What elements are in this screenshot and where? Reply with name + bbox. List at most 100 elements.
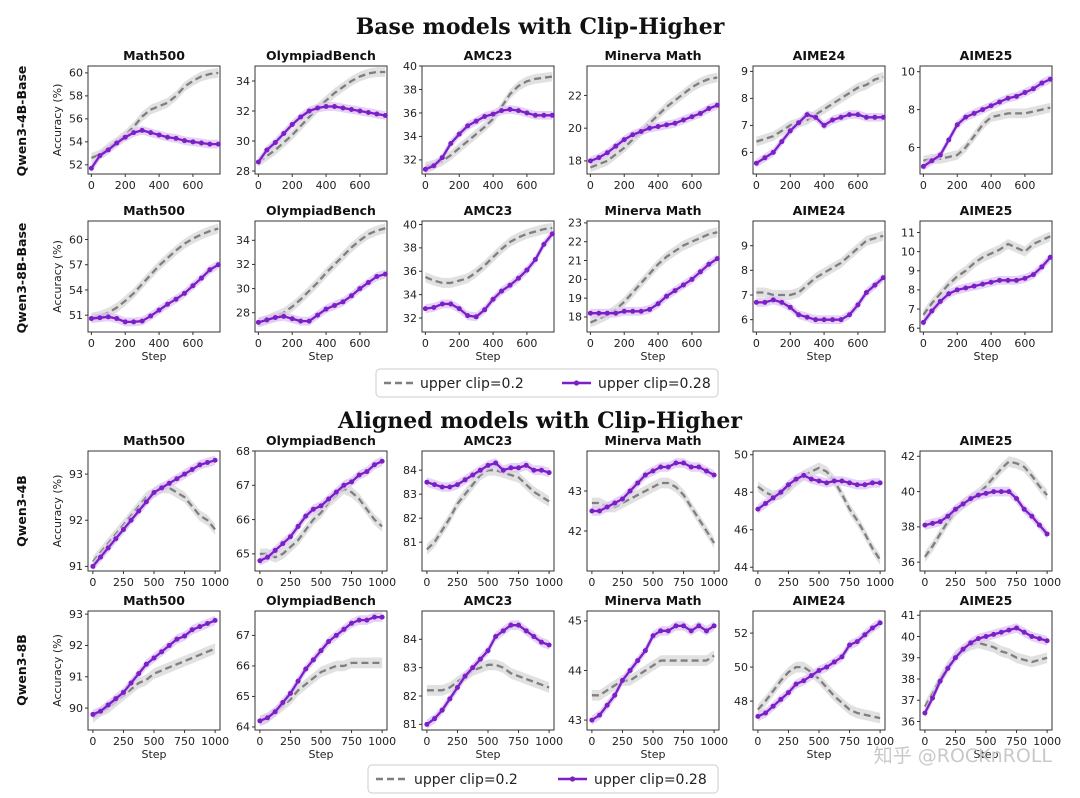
data-point xyxy=(549,112,555,118)
y-tick-label: 36 xyxy=(901,715,915,728)
data-point xyxy=(862,632,868,638)
chart-panel: 18 19 20 21 22 23 0 200 400 600 Minerva Math Step xyxy=(568,203,720,363)
panel-title: Math500 xyxy=(123,203,185,218)
series-line-clip-0-28 xyxy=(91,263,219,324)
data-point xyxy=(1021,506,1027,512)
data-point xyxy=(681,460,687,466)
y-tick-label: 82 xyxy=(403,512,417,525)
x-tick-label: 0 xyxy=(423,735,430,748)
data-point xyxy=(937,298,943,304)
data-point xyxy=(983,634,989,639)
data-point xyxy=(485,648,491,654)
data-point xyxy=(681,623,687,629)
data-point xyxy=(212,617,218,623)
x-tick-label: 0 xyxy=(753,337,760,350)
panel-title: AMC23 xyxy=(464,203,513,218)
data-point xyxy=(597,508,603,514)
x-tick-label: 0 xyxy=(255,179,262,192)
data-point xyxy=(711,472,717,478)
y-tick-label: 84 xyxy=(403,464,417,477)
data-point xyxy=(485,462,491,468)
data-point xyxy=(621,137,627,143)
data-point xyxy=(968,496,974,502)
data-point xyxy=(493,634,499,639)
data-point xyxy=(1022,275,1028,281)
data-point xyxy=(151,655,157,661)
data-point xyxy=(1014,496,1020,502)
y-tick-label: 18 xyxy=(568,311,582,324)
data-point xyxy=(1044,531,1050,537)
data-point xyxy=(257,558,263,564)
x-tick-label: 250 xyxy=(612,735,633,748)
data-point xyxy=(371,614,377,620)
x-tick-label: 0 xyxy=(587,337,594,350)
y-tick-label: 81 xyxy=(403,718,417,731)
x-tick-label: 200 xyxy=(780,337,801,350)
data-point xyxy=(796,312,802,318)
data-point xyxy=(778,489,784,495)
x-tick-label: 250 xyxy=(778,576,799,589)
data-point xyxy=(318,648,324,654)
data-point xyxy=(136,671,142,677)
data-point xyxy=(310,657,316,663)
data-point xyxy=(763,501,769,506)
data-point xyxy=(920,163,926,169)
data-point xyxy=(371,462,377,468)
data-point xyxy=(531,467,537,473)
x-tick-label: 0 xyxy=(920,179,927,192)
x-tick-label: 0 xyxy=(754,735,761,748)
x-tick-label: 600 xyxy=(516,337,537,350)
data-point xyxy=(855,302,861,308)
x-tick-label: 750 xyxy=(341,735,362,748)
data-point xyxy=(816,478,822,484)
data-point xyxy=(122,319,128,325)
x-tick-label: 750 xyxy=(508,735,529,748)
y-tick-label: 8 xyxy=(908,284,915,297)
data-point xyxy=(439,707,445,713)
y-tick-label: 44 xyxy=(734,561,748,574)
data-point xyxy=(143,499,149,505)
panel-title: Minerva Math xyxy=(605,593,702,608)
y-tick-label: 38 xyxy=(403,242,417,255)
data-point xyxy=(920,319,926,325)
data-point xyxy=(538,639,544,645)
y-axis-label: Accuracy (%) xyxy=(51,634,64,707)
data-point xyxy=(546,642,552,648)
y-axis-label: Accuracy (%) xyxy=(51,475,64,548)
x-axis-label: Step xyxy=(640,350,665,363)
data-point xyxy=(382,271,388,277)
y-axis-label: Accuracy (%) xyxy=(51,84,64,157)
panel-title: AIME24 xyxy=(793,48,846,63)
data-point xyxy=(333,632,339,638)
data-point xyxy=(689,114,695,120)
y-tick-label: 65 xyxy=(236,548,250,561)
data-point xyxy=(706,261,712,267)
data-point xyxy=(988,103,994,109)
data-point xyxy=(280,700,286,706)
data-point xyxy=(181,290,187,296)
data-point xyxy=(922,522,928,528)
data-point xyxy=(364,617,370,623)
y-tick-label: 38 xyxy=(901,521,915,534)
data-point xyxy=(332,302,338,308)
chart-panel: 6 7 8 9 10 11 0 200 400 600 AIME25 Step xyxy=(901,203,1053,363)
x-tick-label: 0 xyxy=(88,179,95,192)
x-tick-label: 1000 xyxy=(535,735,563,748)
x-tick-label: 500 xyxy=(643,576,664,589)
chart-panel: 42 43 0 250 500 750 1000 Minerva Math xyxy=(568,433,728,589)
data-point xyxy=(465,123,471,129)
x-tick-label: 600 xyxy=(182,179,203,192)
x-tick-label: 750 xyxy=(673,576,694,589)
plot-frame xyxy=(421,220,555,333)
data-point xyxy=(1039,80,1045,86)
x-axis-label: Step xyxy=(475,748,500,761)
legend-marker-clip-0-28 xyxy=(573,380,580,386)
y-tick-label: 40 xyxy=(403,60,417,73)
data-point xyxy=(945,513,951,519)
y-tick-label: 93 xyxy=(69,468,83,481)
data-point xyxy=(447,696,453,702)
data-point xyxy=(696,464,702,470)
